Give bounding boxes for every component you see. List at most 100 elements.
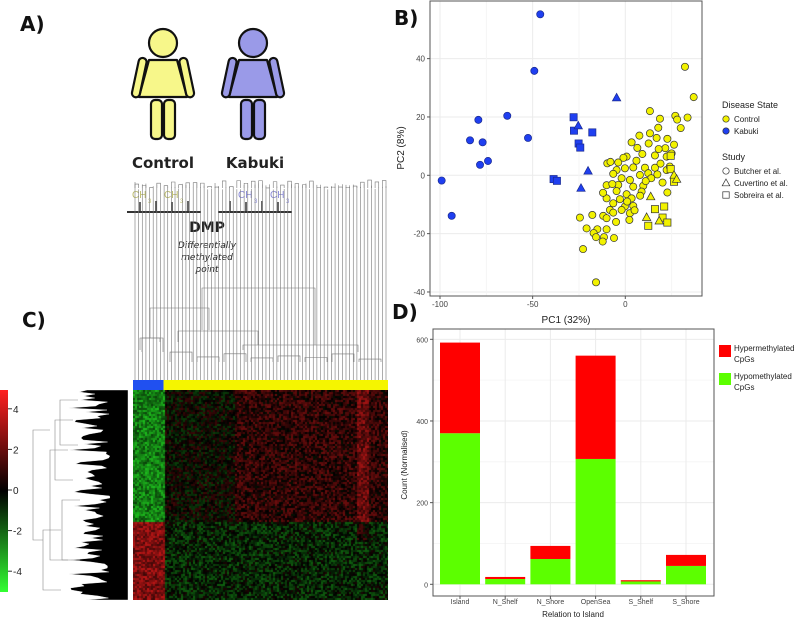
point-control-circle — [625, 215, 634, 224]
dendrogram-branch — [352, 185, 358, 188]
point-kabuki-circle — [466, 136, 474, 145]
x-tick-label: N_Shore — [537, 599, 565, 606]
row-dendrogram-branch — [54, 419, 73, 481]
person-leg — [239, 98, 254, 141]
column-group-bar-kabuki — [133, 380, 164, 390]
y-axis-label: PC2 (8%) — [396, 126, 407, 169]
person-leg — [162, 98, 177, 141]
dendrogram-branch — [178, 184, 183, 188]
dendrogram-branch — [171, 181, 176, 188]
x-tick-label: 0 — [623, 300, 628, 309]
circle-icon — [722, 167, 730, 175]
person-leg — [149, 98, 164, 141]
dmp-subtitle: Differentially methylated point — [177, 241, 237, 275]
dendrogram-branch — [258, 180, 263, 188]
point-control-triangle — [641, 212, 652, 221]
bar-s_shelf-hypo — [620, 581, 661, 585]
point-control-circle — [652, 134, 661, 142]
point-control-circle — [656, 159, 665, 168]
colorbar-tick-label: 0 — [13, 486, 19, 497]
dendrogram-branch — [192, 182, 198, 188]
row-dendrogram-branch — [49, 449, 68, 561]
legend-key-hyper — [719, 345, 731, 357]
dendrogram-branch — [272, 181, 278, 188]
legend-label: Hypomethylated — [734, 372, 792, 381]
panel-label-c: C) — [22, 308, 46, 332]
dendrogram-branch — [156, 182, 161, 188]
point-control-circle — [641, 177, 650, 186]
y-tick-label: 40 — [416, 55, 425, 64]
pca-scatter-plot: -100 -50 0 -40 -20 0 20 40 PC1 (32%) PC2 (8%) Dise… — [396, 0, 788, 326]
methyl-group-subscript: 3 — [148, 199, 152, 205]
point-control-circle — [588, 211, 597, 219]
person-arm — [130, 56, 148, 99]
person-arm — [220, 56, 238, 99]
dendrogram-branch — [185, 182, 190, 188]
point-control-circle — [627, 138, 636, 147]
point-control-circle — [644, 139, 653, 148]
legend-label: Hypermethylated — [734, 344, 794, 353]
y-axis-label: Count (Normalised) — [400, 430, 409, 500]
dendrogram-branch — [331, 186, 336, 188]
point-control-circle — [602, 214, 611, 223]
plot-border — [429, 0, 703, 297]
point-control-circle — [633, 143, 642, 152]
point-kabuki-circle — [476, 160, 484, 169]
point-control-circle — [629, 163, 638, 172]
y-tick-label: 600 — [416, 337, 428, 344]
dendrogram-branch — [243, 182, 249, 188]
colorbar — [0, 390, 8, 592]
point-kabuki-square — [552, 176, 561, 185]
point-control-circle — [606, 157, 615, 166]
dendrogram-branch — [251, 180, 256, 188]
point-control-circle — [681, 62, 689, 71]
point-control-circle — [635, 171, 644, 179]
legend-key-hypo — [719, 373, 731, 385]
methyl-group-label: CH — [132, 190, 146, 201]
dendrogram-branch — [277, 355, 301, 362]
point-control-square — [666, 151, 675, 160]
legend-label: Butcher et al. — [734, 167, 781, 176]
legend-label: Control — [734, 115, 760, 124]
y-tick-label: 200 — [416, 501, 428, 508]
methyl-group-label: CH — [270, 190, 284, 201]
bar-s_shelf-hyper — [620, 580, 661, 582]
point-kabuki-triangle — [611, 92, 622, 102]
point-control-circle — [614, 158, 623, 167]
x-tick-label: Island — [451, 599, 470, 606]
point-control-circle — [608, 180, 617, 189]
point-control-square — [663, 218, 672, 227]
point-kabuki-square — [569, 113, 578, 122]
colorbar-tick-label: -4 — [13, 567, 22, 578]
bar-island-hyper — [440, 342, 480, 434]
point-control-circle — [638, 150, 647, 158]
point-control-circle — [663, 134, 672, 143]
bar-n_shore-hyper — [530, 545, 571, 559]
dendrogram-branch — [200, 182, 205, 188]
point-control-circle — [612, 187, 621, 196]
point-control-triangle — [645, 191, 656, 201]
x-axis-label: Relation to Island — [542, 610, 604, 619]
point-control-square — [650, 205, 659, 214]
point-control-circle — [609, 199, 618, 208]
dendrogram-branch — [302, 184, 307, 188]
point-kabuki-square — [588, 128, 597, 137]
bar-opensea-hyper — [575, 355, 616, 459]
dendrogram-branch — [345, 186, 350, 188]
y-tick-label: 20 — [416, 113, 425, 122]
point-control-square — [660, 202, 669, 211]
point-control-circle — [609, 208, 618, 217]
dendrogram-branch — [358, 358, 382, 362]
dendrogram-branch — [229, 186, 234, 188]
triangle-icon — [721, 178, 731, 187]
point-control-circle — [683, 113, 692, 122]
panel-label-d: D) — [392, 300, 418, 324]
y-tick-label: -20 — [413, 230, 425, 239]
dendrogram-branch — [294, 183, 299, 188]
point-control-circle — [645, 129, 654, 138]
point-control-triangle — [671, 173, 682, 183]
point-control-circle — [629, 182, 638, 191]
bar-n_shore-hypo — [530, 558, 571, 585]
point-control-circle — [654, 145, 663, 153]
